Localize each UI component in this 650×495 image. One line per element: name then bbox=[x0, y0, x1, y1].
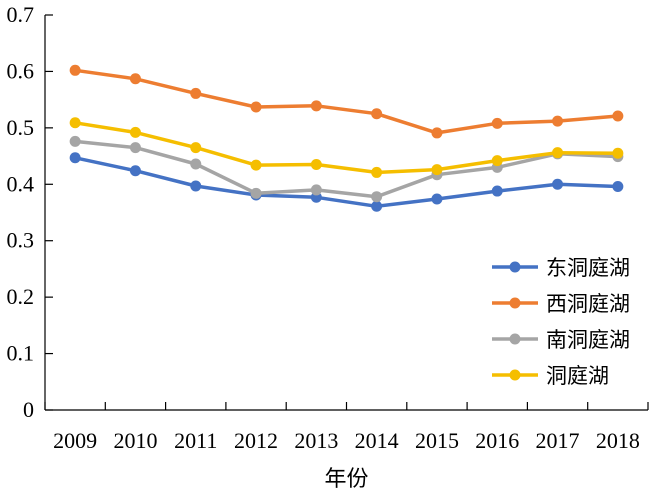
data-point bbox=[612, 147, 624, 159]
y-tick-label: 0.5 bbox=[7, 115, 35, 140]
x-tick-label: 2009 bbox=[53, 428, 97, 453]
data-point bbox=[310, 184, 322, 196]
x-tick-label: 2012 bbox=[234, 428, 278, 453]
y-axis-ticks: 0 0.1 0.2 0.3 0.4 0.5 0.6 0.7 bbox=[7, 2, 53, 422]
y-tick-label: 0.6 bbox=[7, 58, 35, 83]
series-2 bbox=[69, 64, 624, 139]
data-point bbox=[250, 101, 262, 113]
data-point bbox=[491, 155, 503, 167]
series-1 bbox=[69, 152, 624, 212]
y-tick-label: 0.2 bbox=[7, 284, 35, 309]
data-point bbox=[129, 73, 141, 85]
data-point bbox=[491, 185, 503, 197]
data-point bbox=[190, 158, 202, 170]
y-tick-label: 0.1 bbox=[7, 341, 35, 366]
legend-item: 洞庭湖 bbox=[492, 364, 609, 388]
data-point bbox=[310, 100, 322, 112]
data-point bbox=[129, 165, 141, 177]
x-tick-label: 2011 bbox=[174, 428, 217, 453]
data-point bbox=[371, 108, 383, 120]
data-point bbox=[250, 187, 262, 199]
data-point bbox=[491, 117, 503, 129]
series-line bbox=[74, 121, 618, 175]
data-point bbox=[431, 164, 443, 176]
y-tick-label: 0 bbox=[23, 397, 34, 422]
data-point bbox=[69, 152, 81, 164]
data-point bbox=[190, 180, 202, 192]
data-point bbox=[371, 191, 383, 203]
data-point bbox=[431, 127, 443, 139]
data-point bbox=[310, 159, 322, 171]
data-point bbox=[69, 64, 81, 76]
legend-label: 东洞庭湖 bbox=[546, 256, 630, 280]
y-tick-label: 0.3 bbox=[7, 228, 35, 253]
legend-label: 西洞庭湖 bbox=[546, 292, 630, 316]
legend-item: 东洞庭湖 bbox=[492, 256, 630, 280]
legend-label: 洞庭湖 bbox=[546, 364, 609, 388]
legend-marker bbox=[509, 261, 521, 273]
data-point bbox=[552, 147, 564, 159]
series-4 bbox=[69, 117, 624, 178]
data-point bbox=[552, 178, 564, 190]
legend-item: 西洞庭湖 bbox=[492, 292, 630, 316]
x-tick-label: 2017 bbox=[536, 428, 580, 453]
y-tick-label: 0.7 bbox=[7, 2, 35, 27]
x-tick-label: 2010 bbox=[113, 428, 157, 453]
data-point bbox=[552, 115, 564, 127]
x-tick-label: 2018 bbox=[596, 428, 640, 453]
legend-label: 南洞庭湖 bbox=[546, 328, 630, 352]
legend-marker bbox=[509, 369, 521, 381]
series-line bbox=[74, 68, 619, 135]
data-point bbox=[190, 142, 202, 154]
chart-series bbox=[69, 64, 624, 212]
data-point bbox=[431, 193, 443, 205]
y-tick-label: 0.4 bbox=[7, 171, 35, 196]
legend-marker bbox=[509, 297, 521, 309]
data-point bbox=[69, 135, 81, 147]
x-tick-label: 2014 bbox=[355, 428, 399, 453]
x-axis-ticks: 2009 2010 2011 2012 2013 2014 2015 2016 2017 2018 bbox=[44, 402, 649, 453]
data-point bbox=[250, 159, 262, 171]
data-point bbox=[190, 87, 202, 99]
data-point bbox=[612, 110, 624, 122]
series-line bbox=[75, 139, 618, 199]
legend-item: 南洞庭湖 bbox=[492, 328, 630, 352]
data-point bbox=[371, 166, 383, 178]
x-tick-label: 2015 bbox=[415, 428, 459, 453]
x-axis-label: 年份 bbox=[324, 467, 368, 492]
x-tick-label: 2013 bbox=[294, 428, 338, 453]
data-point bbox=[129, 142, 141, 154]
data-point bbox=[69, 117, 81, 129]
data-point bbox=[612, 181, 624, 193]
data-point bbox=[129, 126, 141, 138]
series-line bbox=[74, 156, 618, 209]
data-point bbox=[371, 200, 383, 212]
x-tick-label: 2016 bbox=[475, 428, 519, 453]
legend-marker bbox=[509, 333, 521, 345]
